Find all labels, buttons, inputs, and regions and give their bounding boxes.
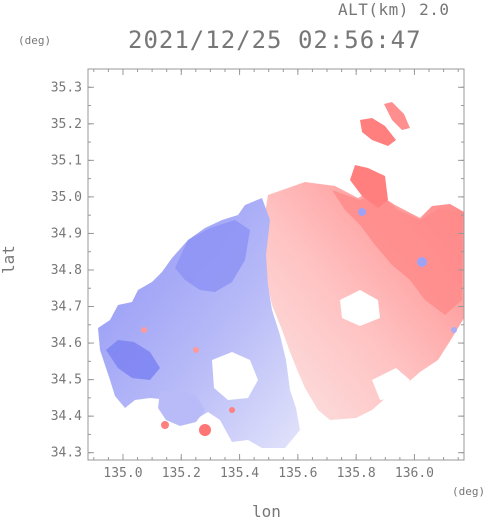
x-tick-label: 135.4 <box>220 466 259 481</box>
y-tick-label: 34.7 <box>51 300 82 315</box>
receding-cell <box>193 347 199 353</box>
altitude-label: ALT(km) 2.0 <box>338 0 450 19</box>
y-tick-label: 35.1 <box>51 153 82 168</box>
y-tick-label: 34.6 <box>51 336 82 351</box>
approaching-core-south <box>106 340 160 380</box>
x-tick-labels: 135.0 135.2 135.4 135.6 135.8 136.0 <box>103 466 434 481</box>
approaching-cell <box>451 327 457 333</box>
timestamp: 2021/12/25 02:56:47 <box>128 26 422 54</box>
y-tick-label: 34.3 <box>51 446 82 461</box>
y-axis-unit: (deg) <box>18 34 52 47</box>
x-tick-label: 135.0 <box>103 466 142 481</box>
x-tick-label: 135.2 <box>162 466 201 481</box>
x-tick-label: 136.0 <box>395 466 434 481</box>
approaching-echo-south <box>158 388 205 426</box>
y-tick-label: 35.3 <box>51 80 82 95</box>
receding-echo-far-north <box>360 118 396 146</box>
receding-cell <box>199 424 211 436</box>
x-axis-unit: (deg) <box>452 485 486 498</box>
receding-cell <box>229 407 235 413</box>
y-tick-label: 34.8 <box>51 263 82 278</box>
y-tick-label: 34.4 <box>51 409 82 424</box>
x-axis-label: lon <box>252 502 281 521</box>
y-tick-label: 35.2 <box>51 117 82 132</box>
receding-echo-north <box>350 165 388 208</box>
velocity-field <box>98 102 464 448</box>
axis-ticks <box>88 68 464 460</box>
no-echo-gap <box>212 352 258 400</box>
y-tick-labels: 34.3 34.4 34.5 34.6 34.7 34.8 34.9 35.0 35.1 35.2… <box>51 80 82 460</box>
approaching-cell <box>417 257 427 267</box>
x-tick-label: 135.8 <box>337 466 376 481</box>
y-tick-label: 34.9 <box>51 226 82 241</box>
approaching-core <box>175 220 250 292</box>
receding-echo-streak <box>384 102 410 130</box>
no-echo-gap-southeast <box>372 368 410 400</box>
x-tick-label: 135.6 <box>278 466 317 481</box>
no-echo-gap-east <box>340 290 380 326</box>
plot-frame <box>87 68 465 461</box>
y-tick-label: 34.5 <box>51 373 82 388</box>
receding-cell <box>141 327 147 333</box>
receding-core <box>332 190 462 315</box>
receding-cell <box>161 421 169 429</box>
approaching-cell <box>358 208 366 216</box>
y-tick-label: 35.0 <box>51 190 82 205</box>
